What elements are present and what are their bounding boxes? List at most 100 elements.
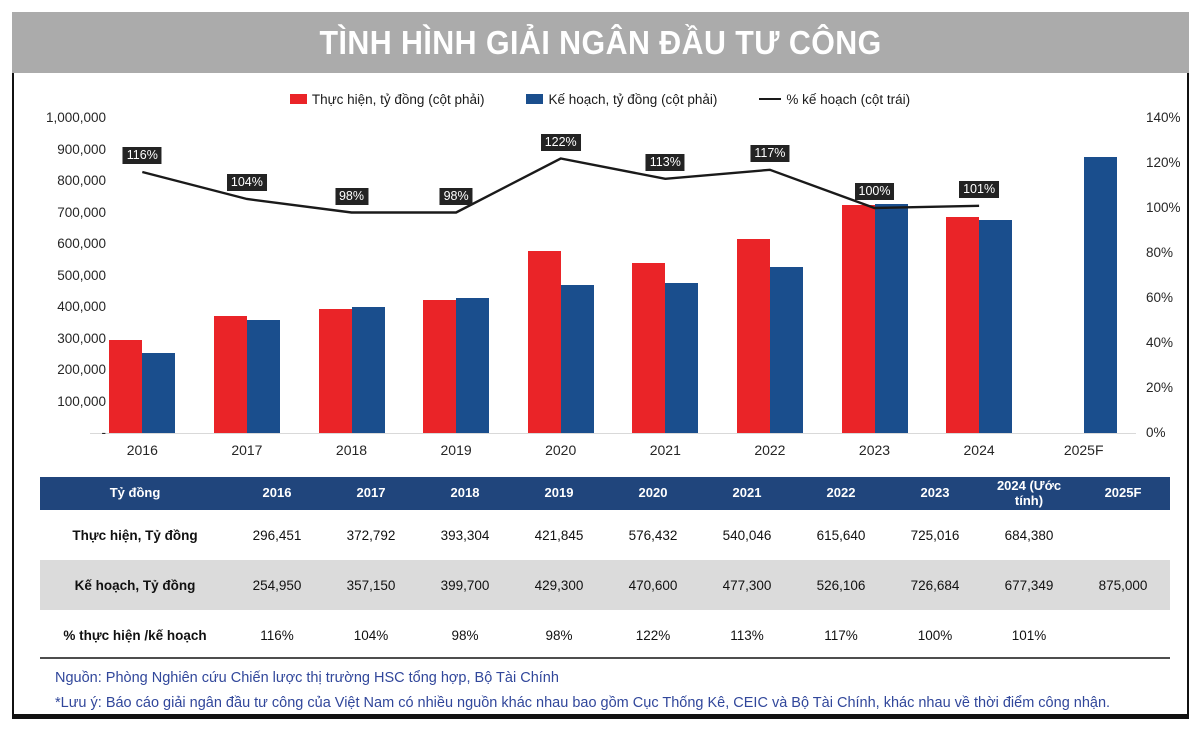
x-axis-tick-label: 2018	[335, 442, 368, 458]
table-header-cell: 2019	[512, 477, 606, 510]
right-axis-tick-label: 80%	[1146, 245, 1174, 260]
table-cell: 104%	[353, 627, 389, 643]
bar-plan	[560, 284, 594, 433]
table-cell	[1076, 610, 1170, 660]
table-cell: 101%	[1011, 627, 1047, 643]
left-axis-tick-label: 600,000	[57, 236, 106, 251]
table-cell: 116%	[260, 627, 294, 643]
source-note: Nguồn: Phòng Nghiên cứu Chiến lược thị t…	[55, 670, 559, 686]
line-point-label: 104%	[226, 174, 267, 191]
left-axis-tick-label: 500,000	[57, 267, 106, 283]
table-header-cell: 2023	[888, 477, 982, 510]
left-axis-tick-label: 700,000	[57, 204, 106, 220]
data-table: Tỷ đồng 2016 2017 2018 2019 2020 2021 2022 2023 2…	[40, 477, 1170, 660]
table-cell: 540,046	[722, 527, 772, 543]
table-header-cell: 2021	[700, 477, 794, 510]
table-row-label: Thực hiện, Tỷ đồng	[72, 527, 198, 543]
legend-item-label: Kế hoạch, tỷ đồng (cột phải)	[548, 91, 718, 107]
bar-plan	[1083, 157, 1117, 433]
x-axis-tick-label: 2023	[858, 442, 891, 458]
bar-actual	[213, 315, 247, 433]
legend-square-marker-icon	[526, 94, 544, 104]
left-axis-tick-label: 1,000,000	[45, 110, 106, 125]
bar-actual	[946, 217, 980, 433]
table-header-cell: 2025F	[1076, 477, 1170, 510]
left-axis-tick-label: 900,000	[57, 141, 106, 157]
right-axis-tick-label: 20%	[1146, 380, 1174, 395]
bar-plan	[979, 219, 1013, 433]
left-axis-tick-label: 800,000	[57, 173, 106, 188]
table-cell: 470,600	[606, 560, 700, 610]
legend-square-marker-icon	[289, 94, 307, 104]
page-title: TÌNH HÌNH GIẢI NGÂN ĐẦU TƯ CÔNG	[319, 23, 882, 61]
line-point-label: 116%	[122, 147, 162, 164]
table-header-cell: 2017	[324, 477, 418, 510]
x-axis-tick-label: 2021	[649, 442, 681, 458]
table-cell: 98%	[451, 627, 479, 643]
right-axis-tick-label: 100%	[1146, 200, 1181, 215]
bar-plan	[769, 267, 803, 433]
right-axis-tick-label: 40%	[1146, 335, 1174, 350]
x-axis-tick-label: 2025F	[1063, 442, 1104, 458]
table-cell: 477,300	[700, 560, 794, 610]
right-axis-tick-label: 0%	[1146, 425, 1166, 440]
line-point-label: 113%	[645, 153, 685, 171]
table-header-cell: 2016	[230, 477, 324, 510]
bar-plan	[142, 352, 176, 433]
table-cell: 726,684	[888, 560, 982, 610]
bar-actual	[632, 262, 666, 433]
left-axis-tick-label: -	[101, 425, 107, 440]
table-cell: 100%	[917, 627, 953, 643]
bar-actual	[841, 204, 875, 433]
bar-actual	[527, 251, 561, 433]
table-cell: 357,150	[324, 560, 418, 610]
table-cell: 421,845	[534, 527, 584, 543]
bar-actual	[109, 339, 143, 433]
bar-plan	[246, 320, 280, 433]
x-axis-tick-label: 2020	[545, 442, 577, 458]
table-bottom-divider	[40, 657, 1170, 659]
table-cell: 684,380	[1004, 527, 1054, 543]
x-axis-tick-label: 2017	[231, 442, 263, 458]
table-cell: 429,300	[512, 560, 606, 610]
footnotes: Nguồn: Phòng Nghiên cứu Chiến lược thị t…	[55, 666, 1165, 716]
table-cell: 393,304	[440, 527, 490, 543]
x-axis-tick-label: 2022	[754, 442, 786, 458]
chart-legend: Thực hiện, tỷ đồng (cột phải) Kế hoạch, t…	[0, 88, 1200, 110]
caveat-note: *Lưu ý: Báo cáo giải ngân đầu tư công củ…	[55, 695, 1111, 711]
table-header-cell: 2018	[418, 477, 512, 510]
table-cell: 576,432	[628, 527, 678, 543]
table-row: Thực hiện, Tỷ đồng 296,451 372,792 393,304 4…	[40, 510, 1170, 560]
line-point-label: 122%	[540, 133, 581, 151]
table-header-cell: Tỷ đồng	[40, 477, 230, 510]
line-point-label: 101%	[959, 180, 1000, 198]
legend-item: Kế hoạch, tỷ đồng (cột phải)	[526, 92, 717, 107]
table-row-label: Kế hoạch, Tỷ đồng	[40, 560, 230, 610]
table-cell: 677,349	[982, 560, 1076, 610]
legend-item-label: % kế hoạch (cột trái)	[786, 91, 911, 107]
line-point-label: 117%	[750, 144, 790, 162]
legend-item: Thực hiện, tỷ đồng (cột phải)	[289, 91, 485, 107]
table-row: % thực hiện /kế hoạch 116% 104% 98% 98% 122% 1…	[40, 610, 1170, 660]
table-cell: 254,950	[230, 560, 324, 610]
table-cell: 117%	[824, 627, 858, 643]
table-cell: 296,451	[252, 527, 302, 543]
table-header-cell: 2020	[606, 477, 700, 510]
left-axis-tick-label: 100,000	[57, 393, 106, 409]
table-cell: 122%	[635, 627, 671, 643]
bar-actual	[423, 300, 457, 433]
table-cell: 399,700	[418, 560, 512, 610]
table-cell: 725,016	[910, 527, 960, 543]
legend-item-label: Thực hiện, tỷ đồng (cột phải)	[311, 91, 485, 107]
table-header-cell: 2022	[794, 477, 888, 510]
left-axis-tick-label: 200,000	[57, 362, 106, 377]
table-cell: 615,640	[816, 527, 866, 543]
legend-item: % kế hoạch (cột trái)	[759, 92, 910, 107]
table-row: Kế hoạch, Tỷ đồng 254,950 357,150 399,700 42…	[40, 560, 1170, 610]
table-cell: 875,000	[1076, 560, 1170, 610]
table-cell: 113%	[730, 627, 764, 643]
bar-actual	[736, 239, 770, 433]
x-axis-tick-label: 2019	[440, 442, 472, 458]
